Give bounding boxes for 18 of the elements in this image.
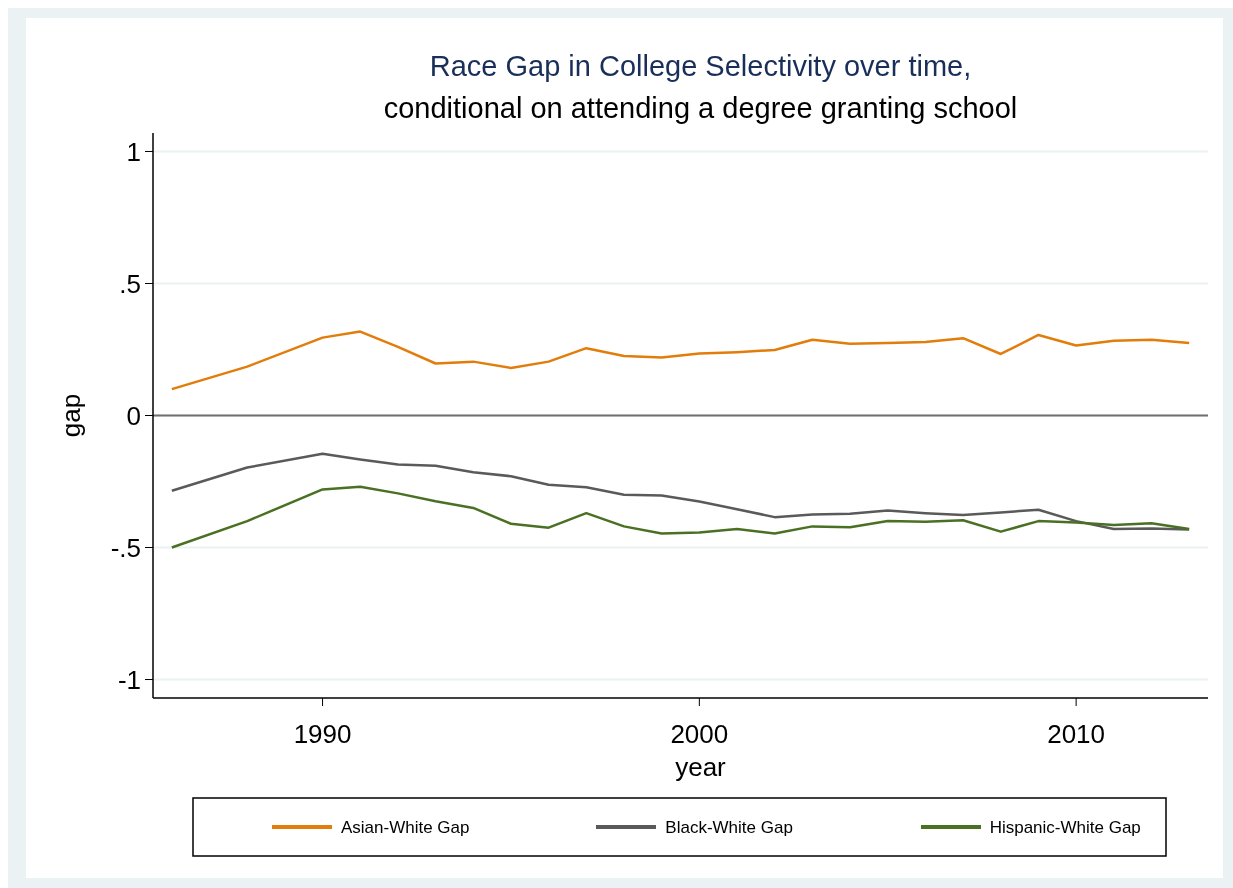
line-series: [170, 485, 1191, 549]
y-tick-label: .5: [119, 268, 141, 299]
y-tick-label: 0: [126, 400, 141, 431]
legend-label: Hispanic-White Gap: [989, 817, 1141, 837]
x-tick-label: 2000: [670, 719, 729, 749]
chart-title: Race Gap in College Selectivity over time,: [429, 50, 972, 82]
x-tick-label: 1990: [293, 719, 352, 749]
y-axis-title: gap: [56, 393, 86, 438]
line-series: [170, 330, 1191, 391]
chart-subtitle: conditional on attending a degree granting school: [383, 92, 1018, 124]
legend-label: Black-White Gap: [665, 817, 793, 837]
line-series: [170, 452, 1191, 531]
x-axis-title: year: [675, 752, 727, 782]
legend-label: Asian-White Gap: [341, 817, 470, 837]
y-tick-label: -1: [117, 664, 141, 695]
x-tick-label: 2010: [1047, 719, 1106, 749]
y-tick-label: -.5: [110, 532, 141, 563]
y-tick-label: 1: [126, 136, 141, 167]
